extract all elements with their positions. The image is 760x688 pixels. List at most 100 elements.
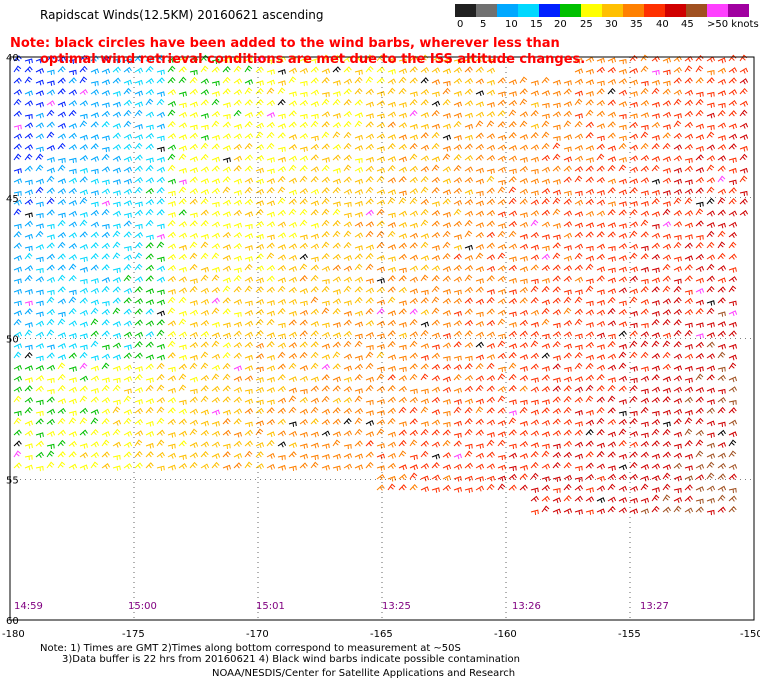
wind-barb	[145, 164, 154, 172]
wind-barb	[112, 399, 121, 405]
wind-barb	[321, 111, 331, 118]
wind-barb	[596, 110, 605, 117]
wind-barb	[486, 120, 495, 128]
wind-barb	[90, 417, 99, 425]
wind-barb	[717, 311, 726, 317]
wind-barb	[607, 320, 617, 327]
wind-barb	[497, 431, 507, 438]
wind-barb	[68, 431, 78, 438]
wind-barb	[288, 276, 298, 283]
wind-barb	[266, 211, 275, 218]
wind-barb	[365, 263, 374, 271]
wind-barb	[46, 234, 55, 240]
wind-barb	[310, 308, 319, 315]
wind-barb	[101, 451, 110, 458]
wind-barb	[167, 65, 176, 73]
wind-barb	[728, 310, 738, 317]
wind-barb	[728, 376, 737, 383]
wind-barb	[277, 87, 286, 95]
wind-barb	[299, 275, 308, 282]
wind-barb	[475, 452, 485, 459]
wind-barb	[156, 465, 165, 471]
wind-barb	[35, 320, 45, 327]
wind-barb	[134, 55, 143, 62]
wind-barb	[431, 100, 441, 107]
wind-barb	[530, 430, 540, 437]
wind-barb	[112, 123, 122, 129]
wind-barb	[662, 69, 671, 76]
wind-barb	[618, 164, 627, 172]
wind-barb	[178, 244, 187, 251]
wind-barb	[618, 440, 627, 447]
wind-barb	[35, 385, 44, 392]
wind-barb	[607, 145, 616, 152]
wind-barb	[684, 297, 693, 305]
wind-barb	[574, 264, 583, 271]
wind-barb	[717, 452, 727, 459]
wind-barb	[442, 474, 452, 481]
wind-barb	[497, 155, 507, 162]
wind-barb	[145, 187, 154, 195]
wind-barb	[706, 497, 715, 504]
wind-barb	[629, 340, 638, 348]
wind-barb	[13, 351, 22, 359]
wind-barb	[288, 331, 298, 338]
wind-barb	[409, 484, 418, 491]
wind-barb	[453, 486, 462, 493]
wind-barb	[574, 113, 583, 119]
wind-barb	[695, 134, 705, 141]
wind-barb	[420, 88, 430, 96]
wind-barb	[574, 441, 584, 448]
wind-barb	[706, 353, 716, 360]
wind-barb	[288, 342, 298, 349]
wind-barb	[288, 310, 297, 317]
wind-barb	[596, 497, 606, 504]
wind-barb	[46, 89, 56, 96]
wind-barb	[343, 340, 352, 348]
wind-barb	[431, 296, 440, 304]
wind-barb	[453, 440, 462, 447]
wind-barb	[464, 265, 474, 272]
wind-barb	[211, 221, 221, 228]
wind-barb	[497, 166, 507, 173]
wind-barb	[574, 476, 583, 483]
wind-barb	[244, 309, 254, 316]
wind-barb	[332, 308, 341, 315]
wind-barb	[167, 452, 177, 459]
wind-barb	[123, 245, 132, 252]
wind-barb	[695, 287, 705, 294]
wind-barb	[178, 440, 187, 447]
wind-barb	[442, 98, 451, 106]
wind-barb	[299, 219, 308, 227]
wind-barb	[739, 54, 748, 62]
wind-barb	[530, 80, 539, 86]
wind-barb	[24, 443, 33, 449]
wind-barb	[563, 101, 573, 107]
wind-barb	[57, 384, 66, 392]
wind-barb	[596, 508, 605, 515]
wind-barb	[596, 406, 605, 414]
wind-barb	[728, 157, 737, 163]
wind-barb	[112, 267, 121, 274]
wind-barb	[420, 373, 429, 381]
wind-barb	[618, 243, 628, 250]
wind-barb	[629, 410, 638, 417]
wind-barb	[651, 410, 660, 417]
wind-barb	[57, 354, 67, 361]
wind-barb	[24, 454, 33, 461]
wind-barb	[156, 209, 165, 216]
wind-barb	[563, 275, 572, 282]
wind-barb	[200, 331, 210, 338]
wind-barb	[398, 366, 407, 373]
wind-barb	[574, 190, 583, 197]
wind-barb	[167, 201, 176, 207]
wind-barb	[321, 208, 330, 216]
wind-barb	[79, 351, 88, 359]
wind-barb	[398, 122, 408, 129]
wind-barb	[519, 420, 528, 427]
wind-barb	[695, 54, 704, 62]
wind-barb	[541, 450, 550, 458]
wind-barb	[200, 341, 209, 348]
wind-barb	[607, 256, 616, 262]
wind-barb	[442, 68, 452, 75]
